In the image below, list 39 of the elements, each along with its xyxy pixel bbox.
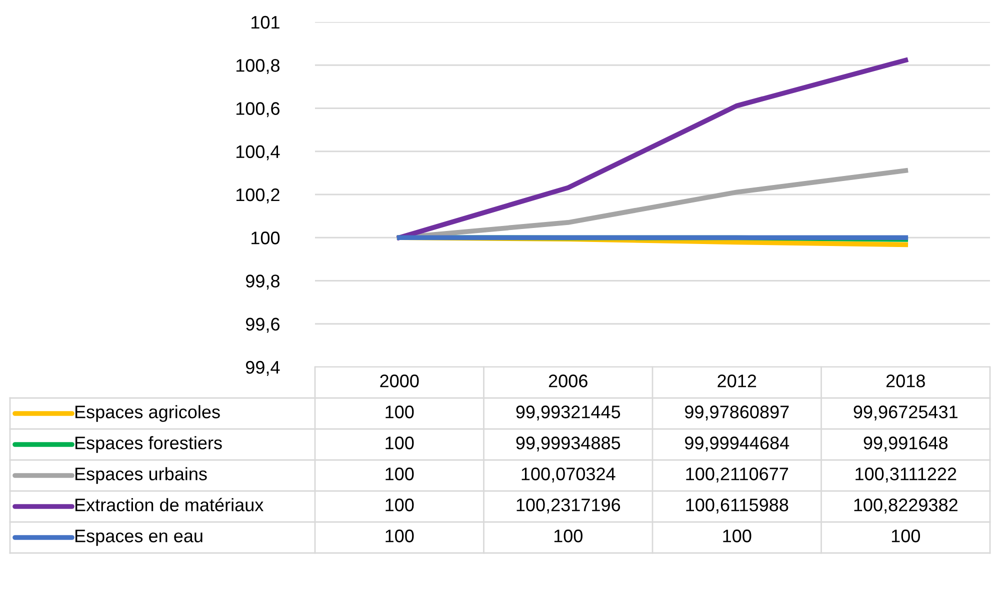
y-tick-label: 100,8: [236, 59, 280, 74]
y-tick-label: 101: [252, 16, 280, 29]
data-label: 100: [386, 530, 414, 542]
x-tick-label: 2012: [718, 374, 756, 388]
data-label: 99,99321445: [516, 406, 620, 420]
data-label: 100: [723, 530, 752, 542]
x-tick-label: 2018: [886, 374, 925, 388]
data-label: 100: [386, 498, 414, 512]
legend-label: Extraction de matériaux: [75, 498, 264, 512]
y-tick-label: 99,4: [246, 360, 280, 376]
legend-label: Espaces en eau: [75, 530, 202, 546]
x-tick-label: 2000: [380, 374, 419, 388]
data-label: 100,6115988: [686, 498, 788, 514]
y-tick-label: 100,4: [236, 145, 280, 160]
y-tick-label: 99,8: [246, 274, 280, 290]
data-label: 100,2110677: [686, 468, 788, 482]
data-label: 99,991648: [864, 436, 948, 452]
data-label: 99,99934885: [516, 436, 620, 452]
legend-label: Espaces urbains: [75, 467, 207, 484]
data-label: 100,3111222: [856, 468, 956, 482]
data-label: 100: [892, 530, 920, 542]
data-label: 100,8229382: [854, 498, 958, 514]
legend-label: Espaces forestiers: [75, 436, 222, 453]
data-label: 100,070324: [522, 468, 616, 482]
y-tick-label: 99,6: [246, 318, 280, 333]
data-label: 99,96725431: [854, 406, 958, 420]
y-tick-label: 100: [252, 232, 280, 244]
x-tick-label: 2006: [548, 374, 588, 388]
data-label: 100: [554, 530, 582, 542]
data-label: 99,97860897: [685, 406, 789, 420]
data-label: 99,99944684: [685, 436, 790, 452]
data-label: 100: [386, 436, 414, 450]
legend-label: Espaces agricoles: [75, 405, 220, 422]
y-tick-label: 100,6: [236, 102, 280, 118]
data-label: 100: [386, 468, 414, 480]
data-label: 100: [386, 406, 414, 418]
y-tick-label: 100,2: [236, 188, 280, 204]
data-label: 100,2317196: [516, 498, 620, 514]
line-series: [396, 58, 908, 240]
